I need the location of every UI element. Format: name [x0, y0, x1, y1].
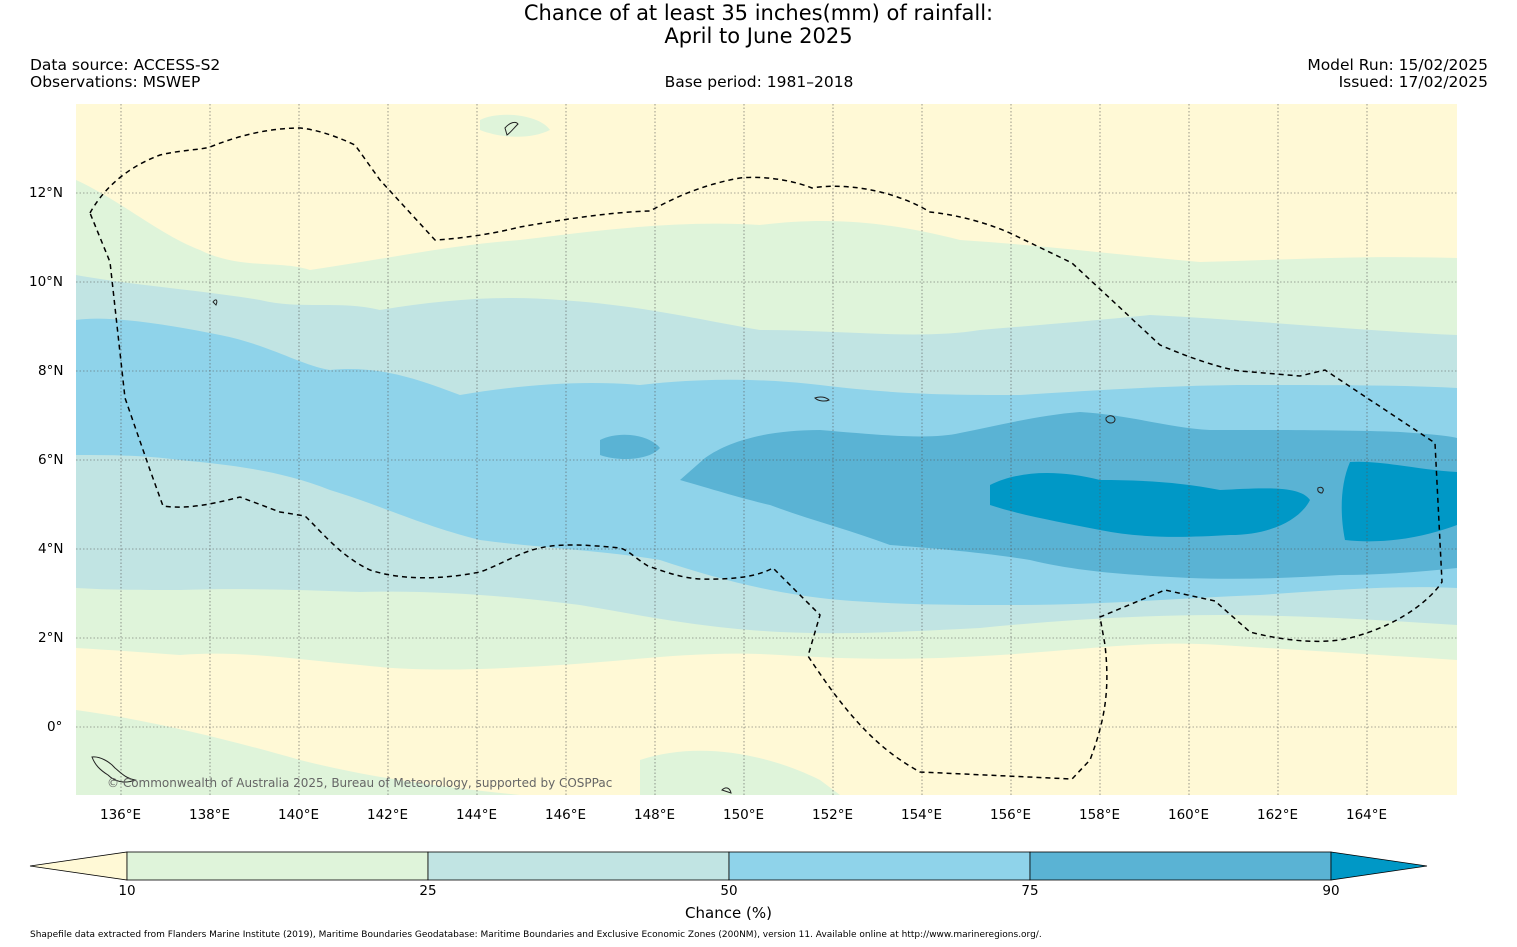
lon-label-162e: 162°E [1257, 807, 1299, 823]
lon-label-148e: 148°E [634, 807, 676, 823]
colorbar-segment-50-75 [728, 851, 1031, 881]
observations-label: Observations: MSWEP [30, 73, 201, 91]
colorbar-segment-75-90 [1029, 851, 1332, 881]
lon-label-138e: 138°E [189, 807, 231, 823]
lat-label-0: 0° [47, 719, 63, 735]
chuuk-island [814, 396, 830, 402]
lon-label-164e: 164°E [1346, 807, 1388, 823]
colorbar-segment-10-25 [126, 851, 429, 881]
guam-island [504, 121, 519, 136]
gridlines [76, 104, 1457, 795]
model-run-label: Model Run: 15/02/2025 [1307, 56, 1488, 74]
copyright-notice: © Commonwealth of Australia 2025, Bureau… [107, 776, 613, 790]
lat-label-12n: 12°N [29, 185, 64, 201]
chart-title-line1: Chance of at least 35 inches(mm) of rain… [523, 1, 994, 25]
lat-label-2n: 2°N [38, 630, 64, 646]
lat-label-4n: 4°N [38, 541, 64, 557]
shapefile-footnote: Shapefile data extracted from Flanders M… [30, 930, 1042, 940]
lon-label-154e: 154°E [901, 807, 943, 823]
colorbar-tick-50: 50 [720, 883, 738, 899]
lat-label-8n: 8°N [38, 363, 64, 379]
chart-title-line2: April to June 2025 [664, 24, 853, 48]
lon-label-152e: 152°E [812, 807, 854, 823]
band-above-90 [990, 461, 1457, 542]
lon-label-150e: 150°E [723, 807, 765, 823]
lon-label-144e: 144°E [456, 807, 498, 823]
colorbar-title: Chance (%) [685, 904, 772, 922]
colorbar-extend-high [1330, 851, 1428, 881]
colorbar-segment-25-50 [427, 851, 730, 881]
pohnpei-island [1105, 415, 1116, 424]
new-guinea-coast [91, 756, 137, 783]
lat-label-6n: 6°N [38, 452, 64, 468]
kosrae-island [1317, 486, 1324, 494]
colorbar-tick-90: 90 [1322, 883, 1340, 899]
colorbar-extend-low [29, 851, 128, 881]
lon-label-160e: 160°E [1168, 807, 1210, 823]
probability-field [76, 104, 1457, 795]
issued-label: Issued: 17/02/2025 [1338, 73, 1488, 91]
base-period-label: Base period: 1981–2018 [664, 73, 854, 91]
lon-label-156e: 156°E [990, 807, 1032, 823]
manus-island [721, 787, 732, 794]
colorbar-tick-10: 10 [118, 883, 136, 899]
lon-label-142e: 142°E [367, 807, 409, 823]
colorbar [29, 851, 1428, 881]
lon-label-158e: 158°E [1079, 807, 1121, 823]
colorbar-tick-75: 75 [1021, 883, 1039, 899]
yap-island [212, 299, 218, 306]
lon-label-140e: 140°E [278, 807, 320, 823]
data-source-label: Data source: ACCESS-S2 [30, 56, 221, 74]
eez-boundary [89, 127, 1443, 780]
islands [91, 121, 1324, 794]
lat-label-10n: 10°N [29, 274, 64, 290]
lon-label-136e: 136°E [100, 807, 142, 823]
colorbar-tick-25: 25 [419, 883, 437, 899]
lon-label-146e: 146°E [545, 807, 587, 823]
